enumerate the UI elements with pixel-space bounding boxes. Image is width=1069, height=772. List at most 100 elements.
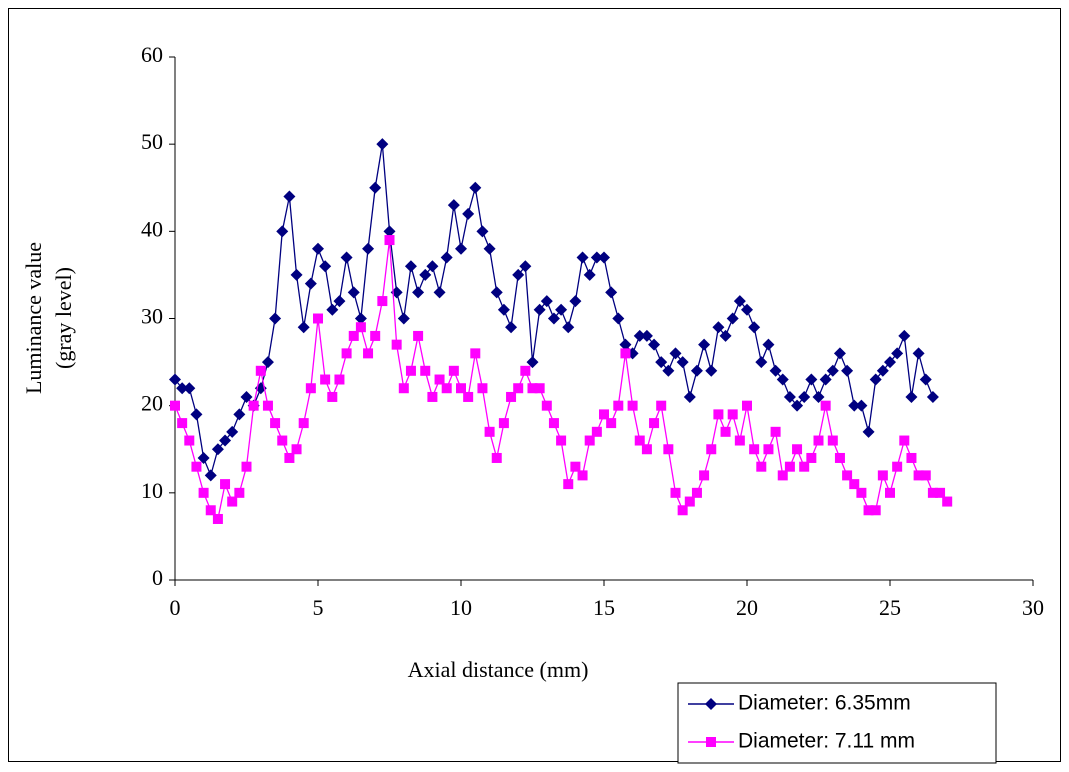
marker bbox=[456, 383, 466, 394]
marker bbox=[633, 329, 646, 342]
marker bbox=[919, 373, 932, 386]
marker bbox=[798, 390, 811, 403]
marker bbox=[749, 444, 760, 455]
marker bbox=[341, 348, 352, 359]
y-tick-label: 60 bbox=[141, 42, 163, 67]
x-tick-label: 0 bbox=[170, 595, 181, 620]
marker bbox=[905, 390, 918, 403]
x-tick-label: 10 bbox=[450, 595, 472, 620]
marker bbox=[419, 268, 432, 281]
marker bbox=[669, 347, 682, 360]
marker bbox=[791, 399, 804, 412]
marker bbox=[362, 242, 375, 255]
marker bbox=[734, 435, 745, 446]
marker bbox=[612, 312, 625, 325]
x-tick-label: 5 bbox=[313, 595, 324, 620]
marker bbox=[562, 321, 575, 334]
marker bbox=[540, 295, 553, 308]
marker bbox=[241, 461, 252, 472]
marker bbox=[484, 426, 495, 437]
marker bbox=[333, 295, 346, 308]
marker bbox=[376, 138, 389, 151]
x-tick-label: 25 bbox=[879, 595, 901, 620]
marker bbox=[198, 487, 209, 498]
marker bbox=[277, 435, 288, 446]
marker bbox=[676, 356, 689, 369]
marker bbox=[354, 312, 367, 325]
marker bbox=[670, 487, 681, 498]
marker bbox=[348, 330, 359, 341]
marker bbox=[506, 391, 517, 402]
marker bbox=[219, 434, 232, 447]
marker bbox=[834, 452, 845, 463]
marker bbox=[569, 295, 582, 308]
marker bbox=[912, 347, 925, 360]
y-axis-label: (gray level) bbox=[51, 267, 76, 369]
marker bbox=[698, 338, 711, 351]
marker bbox=[813, 435, 824, 446]
marker bbox=[234, 487, 245, 498]
marker bbox=[885, 487, 895, 498]
marker bbox=[440, 251, 453, 264]
marker bbox=[662, 364, 675, 377]
marker bbox=[706, 444, 717, 455]
marker bbox=[877, 470, 888, 481]
marker bbox=[227, 496, 238, 507]
marker bbox=[347, 286, 360, 299]
legend-box bbox=[677, 682, 997, 764]
marker bbox=[397, 312, 410, 325]
y-tick-label: 40 bbox=[141, 216, 163, 241]
marker bbox=[505, 321, 518, 334]
marker bbox=[705, 698, 717, 710]
marker bbox=[920, 470, 931, 481]
marker bbox=[755, 356, 768, 369]
marker bbox=[648, 338, 661, 351]
marker bbox=[663, 444, 674, 455]
marker bbox=[677, 505, 688, 516]
marker bbox=[555, 303, 568, 316]
marker bbox=[398, 383, 409, 394]
marker bbox=[520, 365, 531, 376]
marker bbox=[690, 364, 703, 377]
marker bbox=[469, 181, 482, 194]
marker bbox=[534, 383, 545, 394]
marker bbox=[169, 373, 181, 386]
marker bbox=[313, 313, 323, 324]
marker bbox=[312, 242, 324, 255]
marker bbox=[720, 426, 731, 437]
marker bbox=[856, 487, 867, 498]
marker bbox=[476, 225, 489, 238]
marker bbox=[706, 737, 716, 747]
marker bbox=[584, 435, 595, 446]
marker bbox=[497, 303, 510, 316]
marker bbox=[262, 400, 273, 411]
marker bbox=[884, 356, 896, 369]
x-tick-label: 20 bbox=[736, 595, 758, 620]
marker bbox=[935, 487, 946, 498]
marker bbox=[283, 190, 296, 203]
marker bbox=[913, 470, 924, 481]
marker bbox=[806, 452, 817, 463]
marker bbox=[591, 426, 602, 437]
marker bbox=[226, 425, 239, 438]
marker bbox=[541, 400, 552, 411]
marker bbox=[261, 356, 274, 369]
marker bbox=[784, 461, 795, 472]
marker bbox=[684, 496, 695, 507]
marker bbox=[556, 435, 567, 446]
marker bbox=[284, 452, 295, 463]
marker bbox=[576, 251, 589, 264]
marker bbox=[927, 487, 938, 498]
marker bbox=[363, 348, 374, 359]
marker bbox=[248, 400, 259, 411]
marker bbox=[340, 251, 353, 264]
marker bbox=[713, 409, 724, 420]
marker bbox=[849, 479, 860, 490]
marker bbox=[413, 330, 424, 341]
marker bbox=[420, 365, 431, 376]
marker bbox=[377, 296, 388, 307]
marker bbox=[748, 321, 761, 334]
marker bbox=[619, 338, 632, 351]
marker bbox=[606, 418, 617, 429]
